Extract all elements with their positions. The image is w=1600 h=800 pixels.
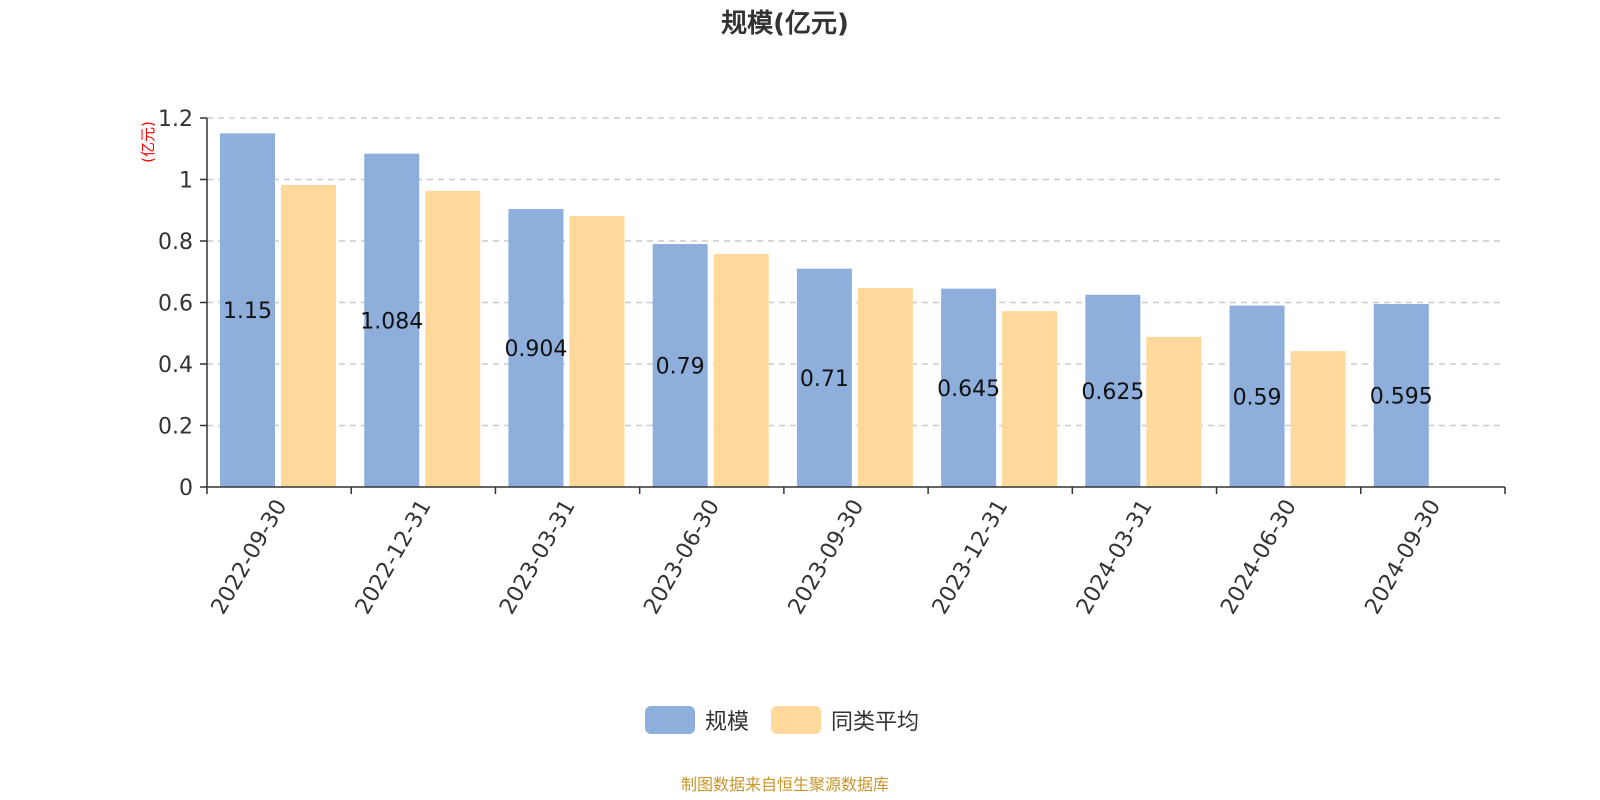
bar-scale [364, 153, 420, 488]
bar-peer-avg [1146, 336, 1202, 487]
bar-scale [796, 268, 852, 487]
y-tick-label: 0.6 [158, 292, 193, 317]
source-footer: 制图数据来自恒生聚源数据库 [681, 775, 889, 794]
data-label: 0.595 [1370, 385, 1433, 410]
x-tick-label: 2024-09-30 [1361, 496, 1447, 619]
legend-swatch [771, 706, 821, 734]
bar-peer-avg [425, 190, 481, 487]
bar-scale [941, 288, 997, 487]
x-tick-label: 2024-06-30 [1216, 496, 1302, 619]
bar-peer-avg [1290, 351, 1346, 487]
data-label: 0.625 [1081, 380, 1144, 405]
x-tick-label: 2023-12-31 [928, 496, 1014, 619]
y-tick-label: 0.4 [158, 353, 193, 378]
chart-title: 规模(亿元) [721, 9, 849, 39]
y-tick-label: 0.8 [158, 230, 193, 255]
gridlines [207, 117, 1505, 427]
bar-peer-avg [281, 185, 336, 487]
data-label: 0.645 [937, 377, 1000, 402]
bar-peer-avg [1002, 311, 1058, 487]
y-tick-label: 1.2 [158, 107, 193, 132]
legend: 规模 同类平均 [645, 706, 919, 735]
x-tick-label: 2023-03-31 [495, 496, 581, 619]
data-label: 1.084 [360, 309, 423, 334]
x-tick-label: 2023-06-30 [639, 496, 725, 619]
data-label: 0.71 [800, 367, 849, 392]
y-tick-label: 0.2 [158, 415, 193, 440]
x-tick-label: 2022-09-30 [207, 496, 293, 619]
x-tick-label: 2022-12-31 [351, 496, 437, 619]
bar-scale [652, 244, 708, 487]
x-tick-label: 2023-09-30 [784, 496, 870, 619]
bar-scale [508, 209, 564, 487]
bar-peer-avg [713, 253, 769, 487]
data-label: 1.15 [223, 299, 272, 324]
bars: 1.15 1.084 0.904 0.79 0.71 0.645 0.625 0.59 0.59… [220, 133, 1433, 488]
bar-peer-avg [857, 288, 913, 487]
bar-scale [1373, 304, 1429, 487]
y-tick-label: 0 [179, 476, 193, 501]
bar-peer-avg [569, 216, 625, 487]
data-label: 0.904 [504, 337, 567, 362]
legend-label: 同类平均 [831, 710, 919, 735]
bar-scale [1229, 305, 1285, 487]
y-tick-label: 1 [179, 169, 193, 194]
legend-swatch [645, 706, 695, 734]
data-label: 0.59 [1233, 385, 1282, 410]
y-axis-label: (亿元) [139, 121, 157, 163]
bar-scale [1085, 294, 1141, 487]
bar-scale [220, 133, 275, 487]
data-label: 0.79 [656, 355, 705, 380]
legend-label: 规模 [705, 710, 749, 735]
x-tick-label: 2024-03-31 [1072, 496, 1158, 619]
